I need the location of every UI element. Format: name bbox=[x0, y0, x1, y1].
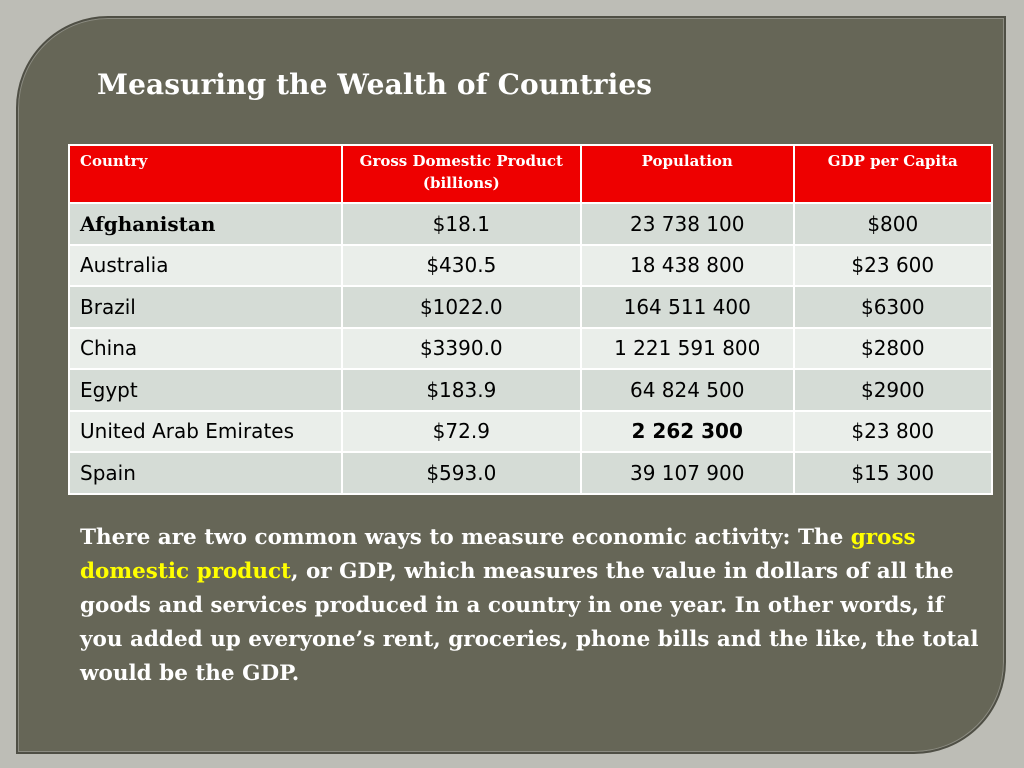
table-row: Egypt $183.9 64 824 500 $2900 bbox=[68, 368, 994, 412]
cell-per-capita: $2900 bbox=[792, 368, 994, 412]
cell-country: Australia bbox=[68, 243, 343, 287]
cell-country: China bbox=[68, 326, 343, 370]
cell-gdp: $3390.0 bbox=[340, 326, 582, 370]
table-row: Australia $430.5 18 438 800 $23 600 bbox=[68, 243, 994, 287]
cell-population: 64 824 500 bbox=[579, 368, 795, 412]
cell-population: 23 738 100 bbox=[579, 202, 795, 246]
page-title: Measuring the Wealth of Countries bbox=[97, 68, 653, 101]
cell-population: 1 221 591 800 bbox=[579, 326, 795, 370]
paragraph-rest: , or GDP, which measures the value in do… bbox=[80, 559, 979, 686]
cell-country: Spain bbox=[68, 451, 343, 495]
cell-gdp: $18.1 bbox=[340, 202, 582, 246]
header-population: Population bbox=[579, 144, 795, 204]
cell-country: United Arab Emirates bbox=[68, 409, 343, 453]
table-row: Brazil $1022.0 164 511 400 $6300 bbox=[68, 285, 994, 329]
paragraph-intro: There are two common ways to measure eco… bbox=[80, 525, 851, 550]
header-gdp: Gross Domestic Product (billions) bbox=[340, 144, 582, 204]
cell-population: 18 438 800 bbox=[579, 243, 795, 287]
cell-per-capita: $800 bbox=[792, 202, 994, 246]
table-row: Spain $593.0 39 107 900 $15 300 bbox=[68, 451, 994, 495]
cell-gdp: $1022.0 bbox=[340, 285, 582, 329]
cell-country: Egypt bbox=[68, 368, 343, 412]
cell-population: 2 262 300 bbox=[579, 409, 795, 453]
table-row: Afghanistan $18.1 23 738 100 $800 bbox=[68, 202, 994, 246]
header-gdp-per-capita: GDP per Capita bbox=[792, 144, 994, 204]
cell-population: 39 107 900 bbox=[579, 451, 795, 495]
highlighted-term: gross domestic product bbox=[80, 525, 916, 584]
cell-country: Afghanistan bbox=[68, 202, 343, 246]
slide-frame: Measuring the Wealth of Countries Countr… bbox=[16, 16, 1006, 754]
cell-country: Brazil bbox=[68, 285, 343, 329]
cell-per-capita: $2800 bbox=[792, 326, 994, 370]
cell-per-capita: $6300 bbox=[792, 285, 994, 329]
cell-gdp: $593.0 bbox=[340, 451, 582, 495]
cell-gdp: $72.9 bbox=[340, 409, 582, 453]
header-country: Country bbox=[68, 144, 343, 204]
gdp-table: Country Gross Domestic Product (billions… bbox=[68, 144, 994, 495]
cell-population: 164 511 400 bbox=[579, 285, 795, 329]
cell-gdp: $430.5 bbox=[340, 243, 582, 287]
table-row: China $3390.0 1 221 591 800 $2800 bbox=[68, 326, 994, 370]
cell-per-capita: $23 800 bbox=[792, 409, 994, 453]
cell-per-capita: $23 600 bbox=[792, 243, 994, 287]
table-header-row: Country Gross Domestic Product (billions… bbox=[68, 144, 994, 204]
cell-per-capita: $15 300 bbox=[792, 451, 994, 495]
cell-gdp: $183.9 bbox=[340, 368, 582, 412]
table-row: United Arab Emirates $72.9 2 262 300 $23… bbox=[68, 409, 994, 453]
body-paragraph: There are two common ways to measure eco… bbox=[80, 521, 985, 691]
